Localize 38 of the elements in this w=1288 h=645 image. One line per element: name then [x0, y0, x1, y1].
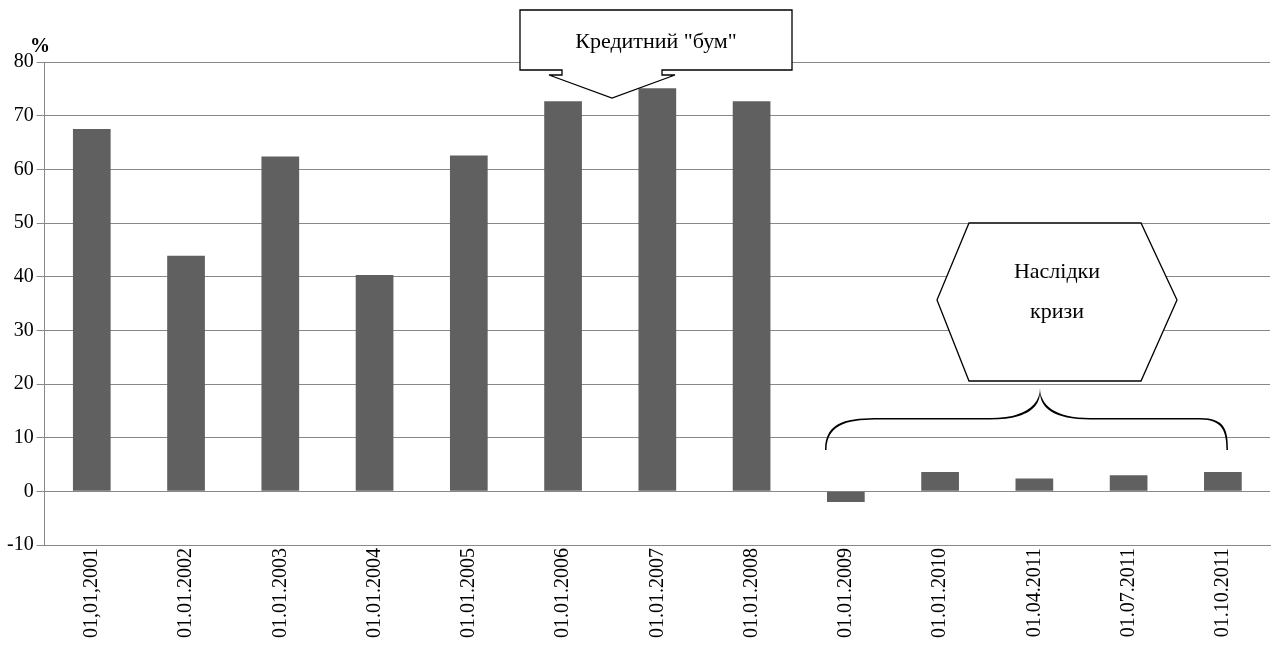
x-tick-label: 01.01.2009	[833, 548, 856, 638]
x-tick-label: 01.01.2002	[173, 548, 196, 638]
bar	[921, 472, 959, 491]
bar	[355, 275, 394, 491]
bar	[449, 155, 488, 491]
text: Кредитний "бум"	[575, 28, 737, 53]
y-tick-label: 20	[13, 371, 34, 394]
x-tick-label: 01.01.2004	[361, 548, 384, 638]
x-tick-label: 01.01.2003	[267, 548, 290, 638]
y-tick-label: 40	[13, 263, 34, 286]
y-tick-label: 60	[13, 156, 34, 179]
y-tick-label: 30	[13, 317, 34, 340]
bar	[732, 101, 771, 491]
y-tick-label: 50	[13, 210, 34, 233]
x-tick-label: 01.01.2007	[644, 548, 667, 638]
y-tick-label: 0	[23, 478, 34, 501]
bar	[826, 491, 865, 503]
x-tick-label: 01.01.2006	[550, 548, 573, 638]
bar	[544, 101, 582, 491]
x-tick-label: 01.01.2005	[456, 548, 479, 638]
bar	[1204, 472, 1242, 491]
y-tick-label: 10	[13, 424, 34, 447]
x-tick-label: 01.01.2010	[927, 548, 950, 638]
annotation: Наслідки кризи	[1013, 258, 1101, 323]
bar	[72, 129, 111, 491]
bar	[167, 255, 205, 491]
bar	[261, 156, 300, 491]
bar	[1109, 475, 1148, 491]
bar	[638, 88, 677, 491]
y-tick-label: 80	[13, 49, 34, 72]
x-tick-label: 01.04.2011	[1021, 548, 1044, 638]
x-tick-label: 01.07.2011	[1115, 548, 1138, 638]
x-tick-label: 01,01,2001	[79, 548, 102, 638]
y-tick-label: 70	[13, 102, 34, 125]
bar	[1015, 478, 1054, 491]
x-tick-label: 01.10.2011	[1210, 548, 1233, 638]
x-tick-label: 01.01.2008	[738, 548, 761, 638]
y-tick-label: -10	[6, 532, 34, 555]
